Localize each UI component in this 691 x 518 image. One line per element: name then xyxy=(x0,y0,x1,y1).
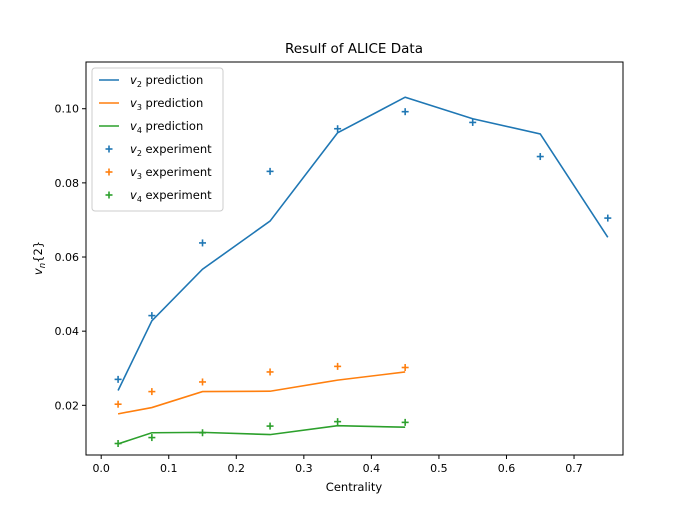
data-point xyxy=(114,375,122,383)
legend-label: v2 prediction xyxy=(130,73,203,89)
series-line-0 xyxy=(117,96,609,391)
data-point xyxy=(401,418,409,426)
x-tick-label: 0.2 xyxy=(228,462,246,475)
data-point xyxy=(401,108,409,116)
data-point xyxy=(604,214,612,222)
data-point xyxy=(148,434,156,442)
legend-label: v4 prediction xyxy=(130,119,203,135)
legend-label: v4 experiment xyxy=(130,188,212,204)
plot-frame xyxy=(85,61,624,456)
plot-area xyxy=(114,96,612,448)
y-axis-label-rest: {2} xyxy=(31,241,45,263)
data-point xyxy=(199,239,207,247)
x-tick-label: 0.1 xyxy=(160,462,178,475)
data-point xyxy=(114,400,122,408)
x-tick-label: 0.7 xyxy=(565,462,583,475)
x-tick-label: 0.0 xyxy=(92,462,110,475)
y-tick-label: 0.04 xyxy=(55,325,80,338)
x-tick-label: 0.5 xyxy=(430,462,448,475)
legend-marker-swatch xyxy=(105,168,113,176)
series-line-2 xyxy=(117,424,406,445)
x-tick-label: 0.3 xyxy=(295,462,313,475)
data-point xyxy=(334,362,342,370)
data-point xyxy=(469,118,477,126)
x-axis-label: Centrality xyxy=(326,480,383,494)
data-point xyxy=(266,167,274,175)
y-axis-label: vn{2} xyxy=(31,241,48,275)
data-point xyxy=(148,388,156,396)
legend-marker-swatch xyxy=(105,191,113,199)
data-point xyxy=(199,429,207,437)
y-tick-label: 0.10 xyxy=(55,103,80,116)
x-tick-label: 0.4 xyxy=(363,462,381,475)
data-point xyxy=(114,440,122,448)
x-tick-label: 0.6 xyxy=(498,462,516,475)
y-tick-label: 0.06 xyxy=(55,251,80,264)
y-axis-label-sub: n xyxy=(38,263,48,268)
data-point xyxy=(334,125,342,133)
y-axis-label-v: v xyxy=(31,268,45,275)
chart-title: Resulf of ALICE Data xyxy=(285,41,423,57)
legend-label: v3 prediction xyxy=(130,96,203,112)
data-point xyxy=(199,378,207,386)
data-point xyxy=(266,368,274,376)
y-tick-label: 0.08 xyxy=(55,177,80,190)
data-point xyxy=(536,153,544,161)
legend-frame xyxy=(91,67,224,212)
legend-label: v3 experiment xyxy=(130,165,212,181)
data-point xyxy=(266,422,274,430)
data-point xyxy=(148,312,156,320)
legend: v2 prediction v3 prediction v4 prediction v… xyxy=(91,67,224,212)
legend-label: v2 experiment xyxy=(130,142,212,158)
y-tick-label: 0.02 xyxy=(55,399,80,412)
legend-marker-swatch xyxy=(105,145,113,153)
data-point xyxy=(334,418,342,426)
data-point xyxy=(401,364,409,372)
series-line-1 xyxy=(117,371,406,415)
